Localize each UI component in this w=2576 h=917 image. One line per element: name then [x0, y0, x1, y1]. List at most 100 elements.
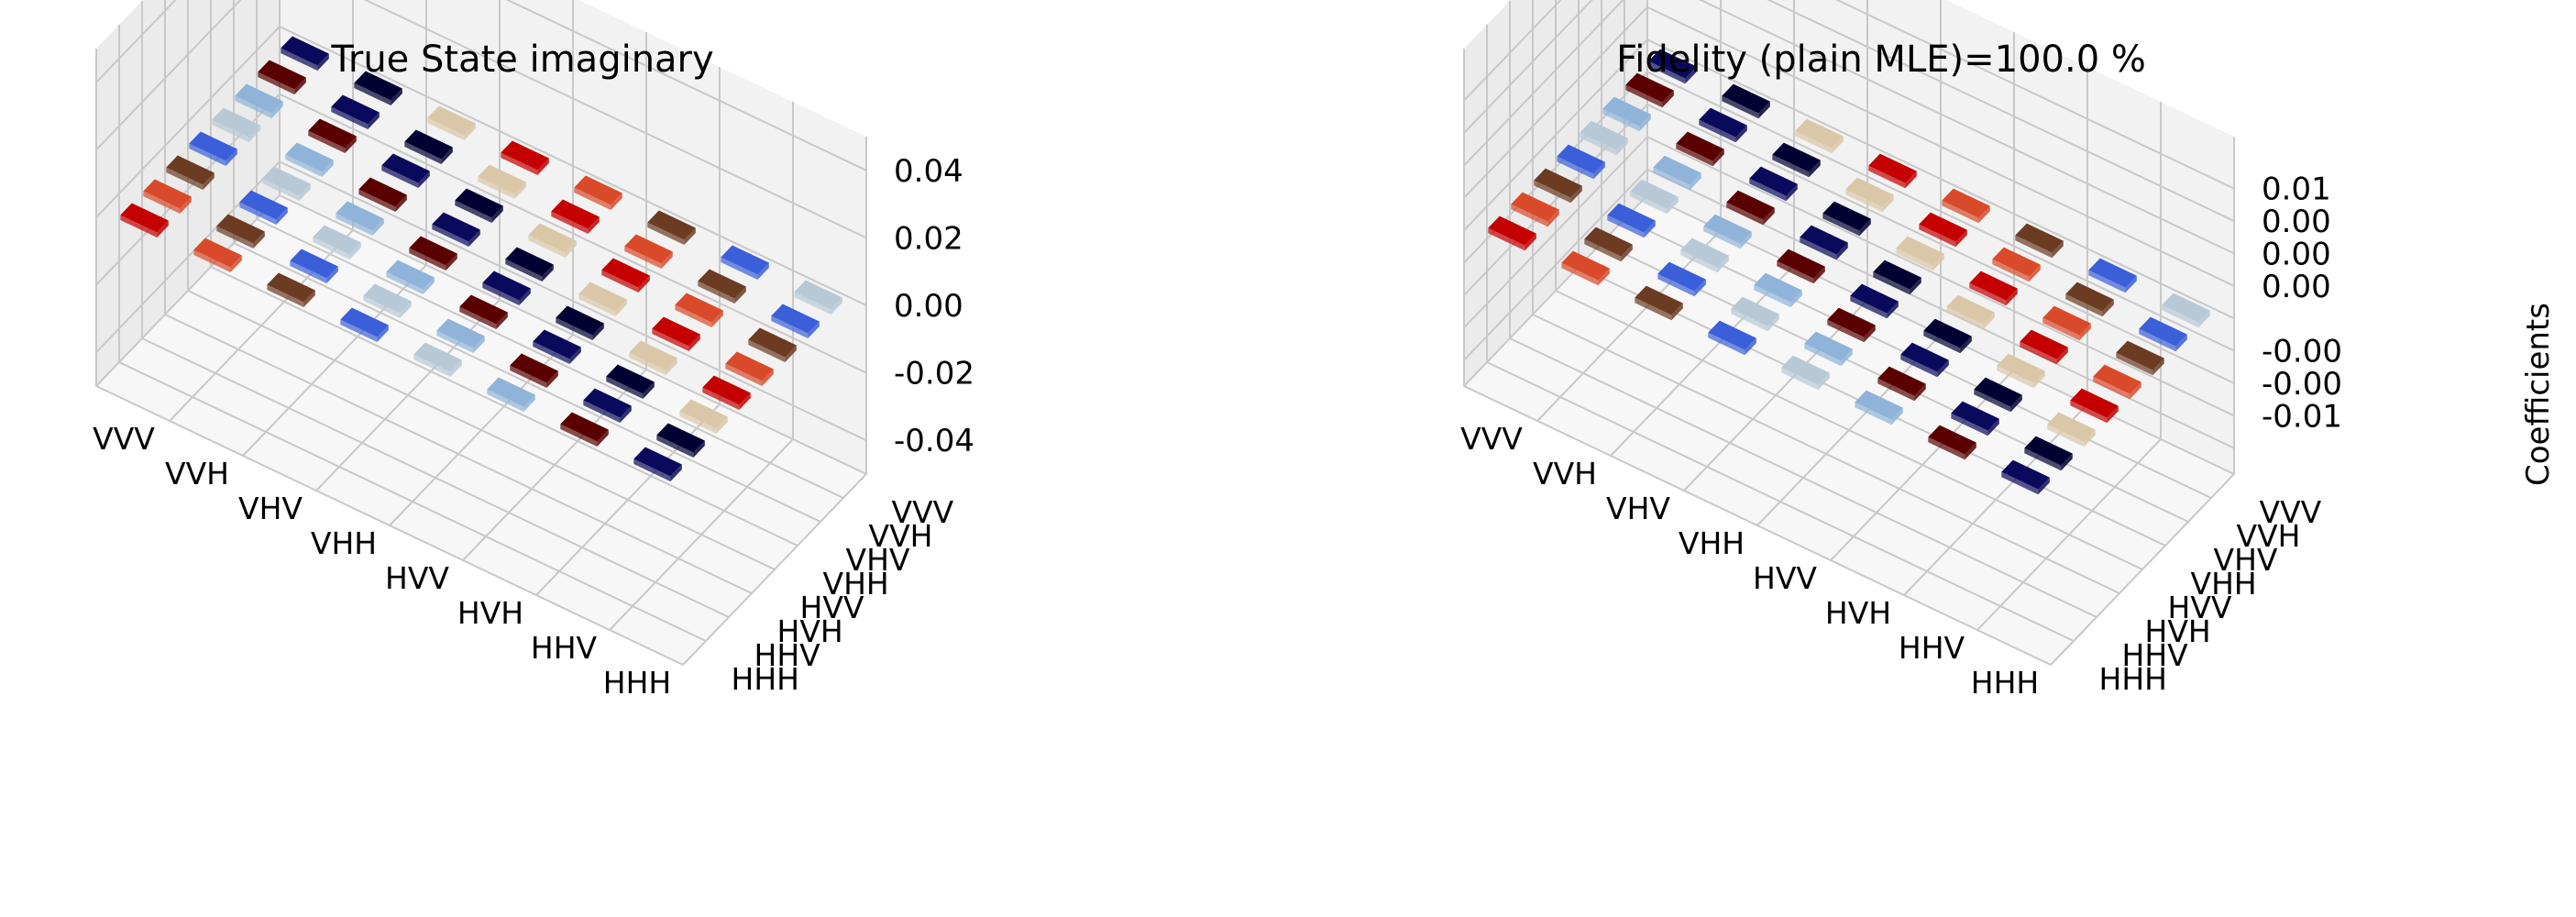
z-tick-label: 0.01: [2262, 171, 2331, 208]
grid-line: [1463, 0, 2235, 222]
bar-HHH-HVV: [2070, 388, 2119, 424]
x-tick-label: HVV: [385, 560, 449, 596]
bar-HHH-HHV: [2024, 436, 2073, 471]
bar-HVH-VHH: [1946, 294, 1995, 330]
bar-HHH-VVH: [2139, 316, 2187, 352]
z-tick-label: 0.00: [894, 288, 963, 325]
bar-VHH-HHH: [1708, 320, 1756, 356]
bar-VHV-VVV: [427, 105, 476, 140]
bar-HVV-HHV: [1804, 331, 1853, 367]
bar-HHV-HVV: [629, 340, 677, 375]
grid-line: [1463, 49, 2052, 666]
bar-HHV-VVV: [2088, 258, 2137, 293]
bar-VVH-VHV: [308, 118, 357, 153]
bar-VVH-VVH: [1699, 107, 1747, 143]
bar-HHV-VHV: [2042, 305, 2091, 341]
bar-HHV-VHH: [652, 316, 700, 351]
y-tick-label: VHV: [846, 542, 910, 578]
bar-HVV-HHH: [1781, 355, 1830, 391]
z-tick-labels: 0.04 0.02 0.00 -0.02 -0.04: [894, 153, 974, 459]
grid-line: [1463, 0, 2235, 190]
bar-VVV-VVV: [281, 36, 329, 71]
bar-HVH-VHV: [601, 258, 650, 293]
z-tick-label: 0.00: [2262, 204, 2331, 240]
x-tick-label: HHH: [603, 665, 671, 701]
bar-HHH-HVV: [702, 375, 751, 410]
bar-HVV-VHV: [528, 223, 577, 258]
x-tick-label: VVV: [93, 421, 155, 457]
x-tick-label: HVV: [1753, 560, 1817, 596]
y-tick-label: VVH: [2237, 518, 2301, 554]
x-tick-label: VVV: [1460, 421, 1523, 457]
y-tick-label: HVH: [777, 613, 843, 649]
bar-HVH-VVH: [624, 234, 673, 269]
bar-VHV-VHH: [1726, 190, 1775, 226]
bar-VVV-HHH: [1488, 215, 1536, 251]
bar-HVH-HVV: [1923, 318, 1972, 354]
bar-VHH-HVH: [386, 260, 435, 294]
y-tick-label: VVH: [869, 518, 933, 554]
bar-VHH-VVV: [501, 140, 549, 175]
bar-VVV-HVH: [1534, 168, 1582, 204]
y-tick-label: HHH: [2099, 661, 2167, 697]
bar-VHH-HVV: [409, 236, 457, 271]
x-tick-label: VHH: [311, 525, 377, 561]
y-tick-label: HVV: [2168, 590, 2232, 625]
bar-HHV-HHH: [560, 412, 609, 447]
grid-line: [1463, 6, 2235, 287]
grid-line: [233, 0, 821, 523]
z-tick-label: -0.01: [2262, 398, 2342, 435]
bar-VVH-VHH: [1653, 155, 1701, 191]
bar-VVV-HHH: [120, 203, 169, 238]
x-tick-label: HVH: [457, 595, 523, 631]
grid-line: [95, 49, 684, 666]
bar-VHH-VHH: [432, 212, 480, 247]
bar-VHH-HHV: [363, 283, 412, 318]
grid-line: [1486, 25, 2075, 642]
bar-HHH-VHV: [2116, 340, 2164, 376]
grid-line: [187, 0, 776, 570]
bar-VVV-HVH: [166, 155, 215, 190]
bar-HVH-HHV: [1877, 366, 1926, 402]
bar-VHV-HHV: [1657, 261, 1706, 297]
z-tick-label: 0.00: [2262, 269, 2331, 305]
bar-VVV-HHV: [1511, 192, 1559, 227]
bar-HHV-HVV: [1997, 353, 2045, 389]
bar-HVV-VVV: [1942, 188, 1990, 224]
grid-line: [95, 25, 867, 306]
chart-title: Fidelity (plain MLE)=100.0 %: [1616, 39, 2146, 81]
bar-HHH-VHV: [748, 327, 797, 362]
x-tick-label: HHV: [1899, 630, 1965, 666]
z-tick-label: -0.00: [2262, 366, 2342, 403]
bar-HVH-HHH: [1855, 390, 1903, 425]
x-tick-label: HHH: [1971, 665, 2039, 701]
bar-HHH-VHH: [725, 351, 774, 386]
bar-VHV-VVH: [1772, 142, 1821, 178]
grid-line: [141, 1, 730, 618]
bar-VHH-VHV: [1822, 201, 1871, 237]
bar-VVH-HHH: [193, 238, 242, 272]
bar-HVH-VVH: [1992, 247, 2041, 282]
bar-HHV-VHV: [675, 293, 723, 327]
bar-HVH-VHV: [1969, 271, 2018, 306]
grid-line: [95, 0, 867, 171]
bar-VVH-VHV: [1676, 131, 1724, 167]
y-tick-label: VHV: [2214, 542, 2278, 578]
y-tick-label: VHH: [2191, 566, 2257, 602]
bar-VHV-HVV: [1703, 214, 1752, 249]
z-tick-labels: 0.010.000.000.00-0.00-0.00-0.01: [2262, 171, 2342, 436]
x-tick-label: VVH: [165, 456, 229, 492]
bar-HVH-HHH: [487, 377, 535, 412]
grid-line: [1463, 136, 2235, 417]
bar-HVH-HVV: [556, 305, 604, 340]
bar-HVH-HVH: [533, 329, 581, 364]
bar-VVV-VHH: [212, 107, 260, 142]
grid-line: [1509, 1, 2097, 618]
bar-VVH-HVH: [239, 190, 288, 225]
grid-line: [118, 25, 707, 642]
bars: [120, 36, 842, 481]
z-tick-label: -0.04: [894, 423, 974, 459]
bar-VHV-VHH: [358, 177, 407, 212]
